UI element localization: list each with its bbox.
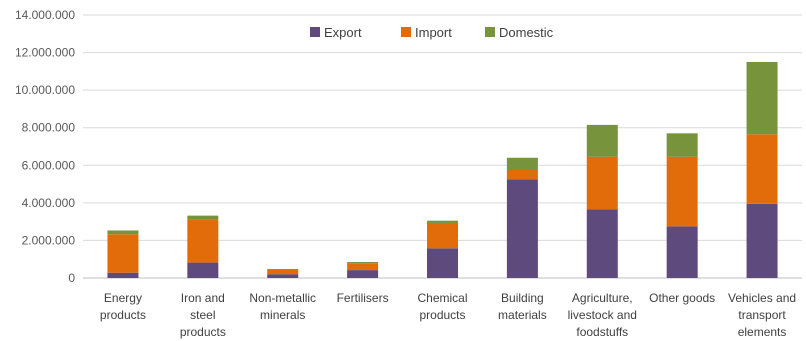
bar-import: [267, 269, 299, 275]
y-tick-label: 14.000.000: [15, 8, 75, 22]
bar-domestic: [586, 124, 618, 157]
x-category-label: Other goods: [649, 291, 715, 305]
x-category-label: foodstuffs: [576, 325, 628, 339]
legend-label-export: Export: [324, 25, 362, 40]
x-category-label: products: [100, 308, 146, 322]
legend-label-import: Import: [415, 25, 452, 40]
x-category-label: Building: [501, 291, 544, 305]
bar-import: [506, 169, 538, 180]
bar-export: [666, 226, 698, 278]
bar-import: [427, 222, 458, 249]
legend-swatch-import: [401, 27, 411, 37]
y-tick-label: 10.000.000: [15, 83, 75, 97]
bar-export: [506, 179, 538, 278]
bar-domestic: [427, 220, 458, 223]
bar-domestic: [187, 215, 219, 220]
x-category-label: steel: [190, 308, 215, 322]
bar-domestic: [746, 61, 778, 135]
x-category-label: Non-metallic: [249, 291, 316, 305]
y-tick-label: 0: [68, 271, 75, 285]
legend-label-domestic: Domestic: [499, 25, 554, 40]
bar-import: [347, 263, 379, 271]
x-category-label: Energy: [104, 291, 142, 305]
x-category-label: livestock and: [568, 308, 637, 322]
y-tick-label: 6.000.000: [22, 158, 76, 172]
x-category-label: elements: [738, 325, 787, 339]
x-category-label: materials: [498, 308, 547, 322]
y-axis-tick-labels: 0 2.000.000 4.000.000 6.000.000 8.000.000 10.…: [15, 8, 75, 285]
x-category-label: minerals: [260, 308, 305, 322]
y-tick-label: 2.000.000: [22, 233, 76, 247]
x-category-label: Iron and: [181, 291, 225, 305]
x-category-label: Chemical: [417, 291, 467, 305]
x-category-label: Vehicles and: [728, 291, 796, 305]
x-category-label: Agriculture,: [572, 291, 633, 305]
bar-export: [187, 262, 219, 278]
bar-domestic: [666, 133, 698, 157]
legend: Export Import Domestic: [310, 25, 554, 40]
bar-domestic: [347, 262, 379, 264]
bar-import: [586, 156, 618, 210]
bar-import: [666, 156, 698, 227]
bars: [107, 61, 778, 278]
bar-export: [267, 274, 299, 278]
x-category-label: transport: [738, 308, 786, 322]
bar-export: [746, 203, 778, 278]
legend-swatch-domestic: [485, 27, 495, 37]
x-axis-category-labels: Energy products Iron and steel products Non-m…: [100, 291, 796, 339]
x-category-label: products: [419, 308, 465, 322]
bar-domestic: [506, 157, 538, 170]
bar-import: [746, 134, 778, 204]
x-category-label: Fertilisers: [337, 291, 389, 305]
bar-export: [347, 270, 379, 278]
bar-export: [427, 248, 458, 278]
bar-domestic: [267, 268, 299, 270]
bar-export: [586, 209, 618, 278]
y-tick-label: 12.000.000: [15, 46, 75, 60]
bar-import: [187, 219, 219, 263]
bar-import: [107, 234, 139, 273]
y-tick-label: 4.000.000: [22, 196, 76, 210]
y-tick-label: 8.000.000: [22, 121, 76, 135]
legend-swatch-export: [310, 27, 320, 37]
x-category-label: products: [180, 325, 226, 339]
bar-export: [107, 272, 139, 278]
bar-domestic: [107, 230, 139, 235]
